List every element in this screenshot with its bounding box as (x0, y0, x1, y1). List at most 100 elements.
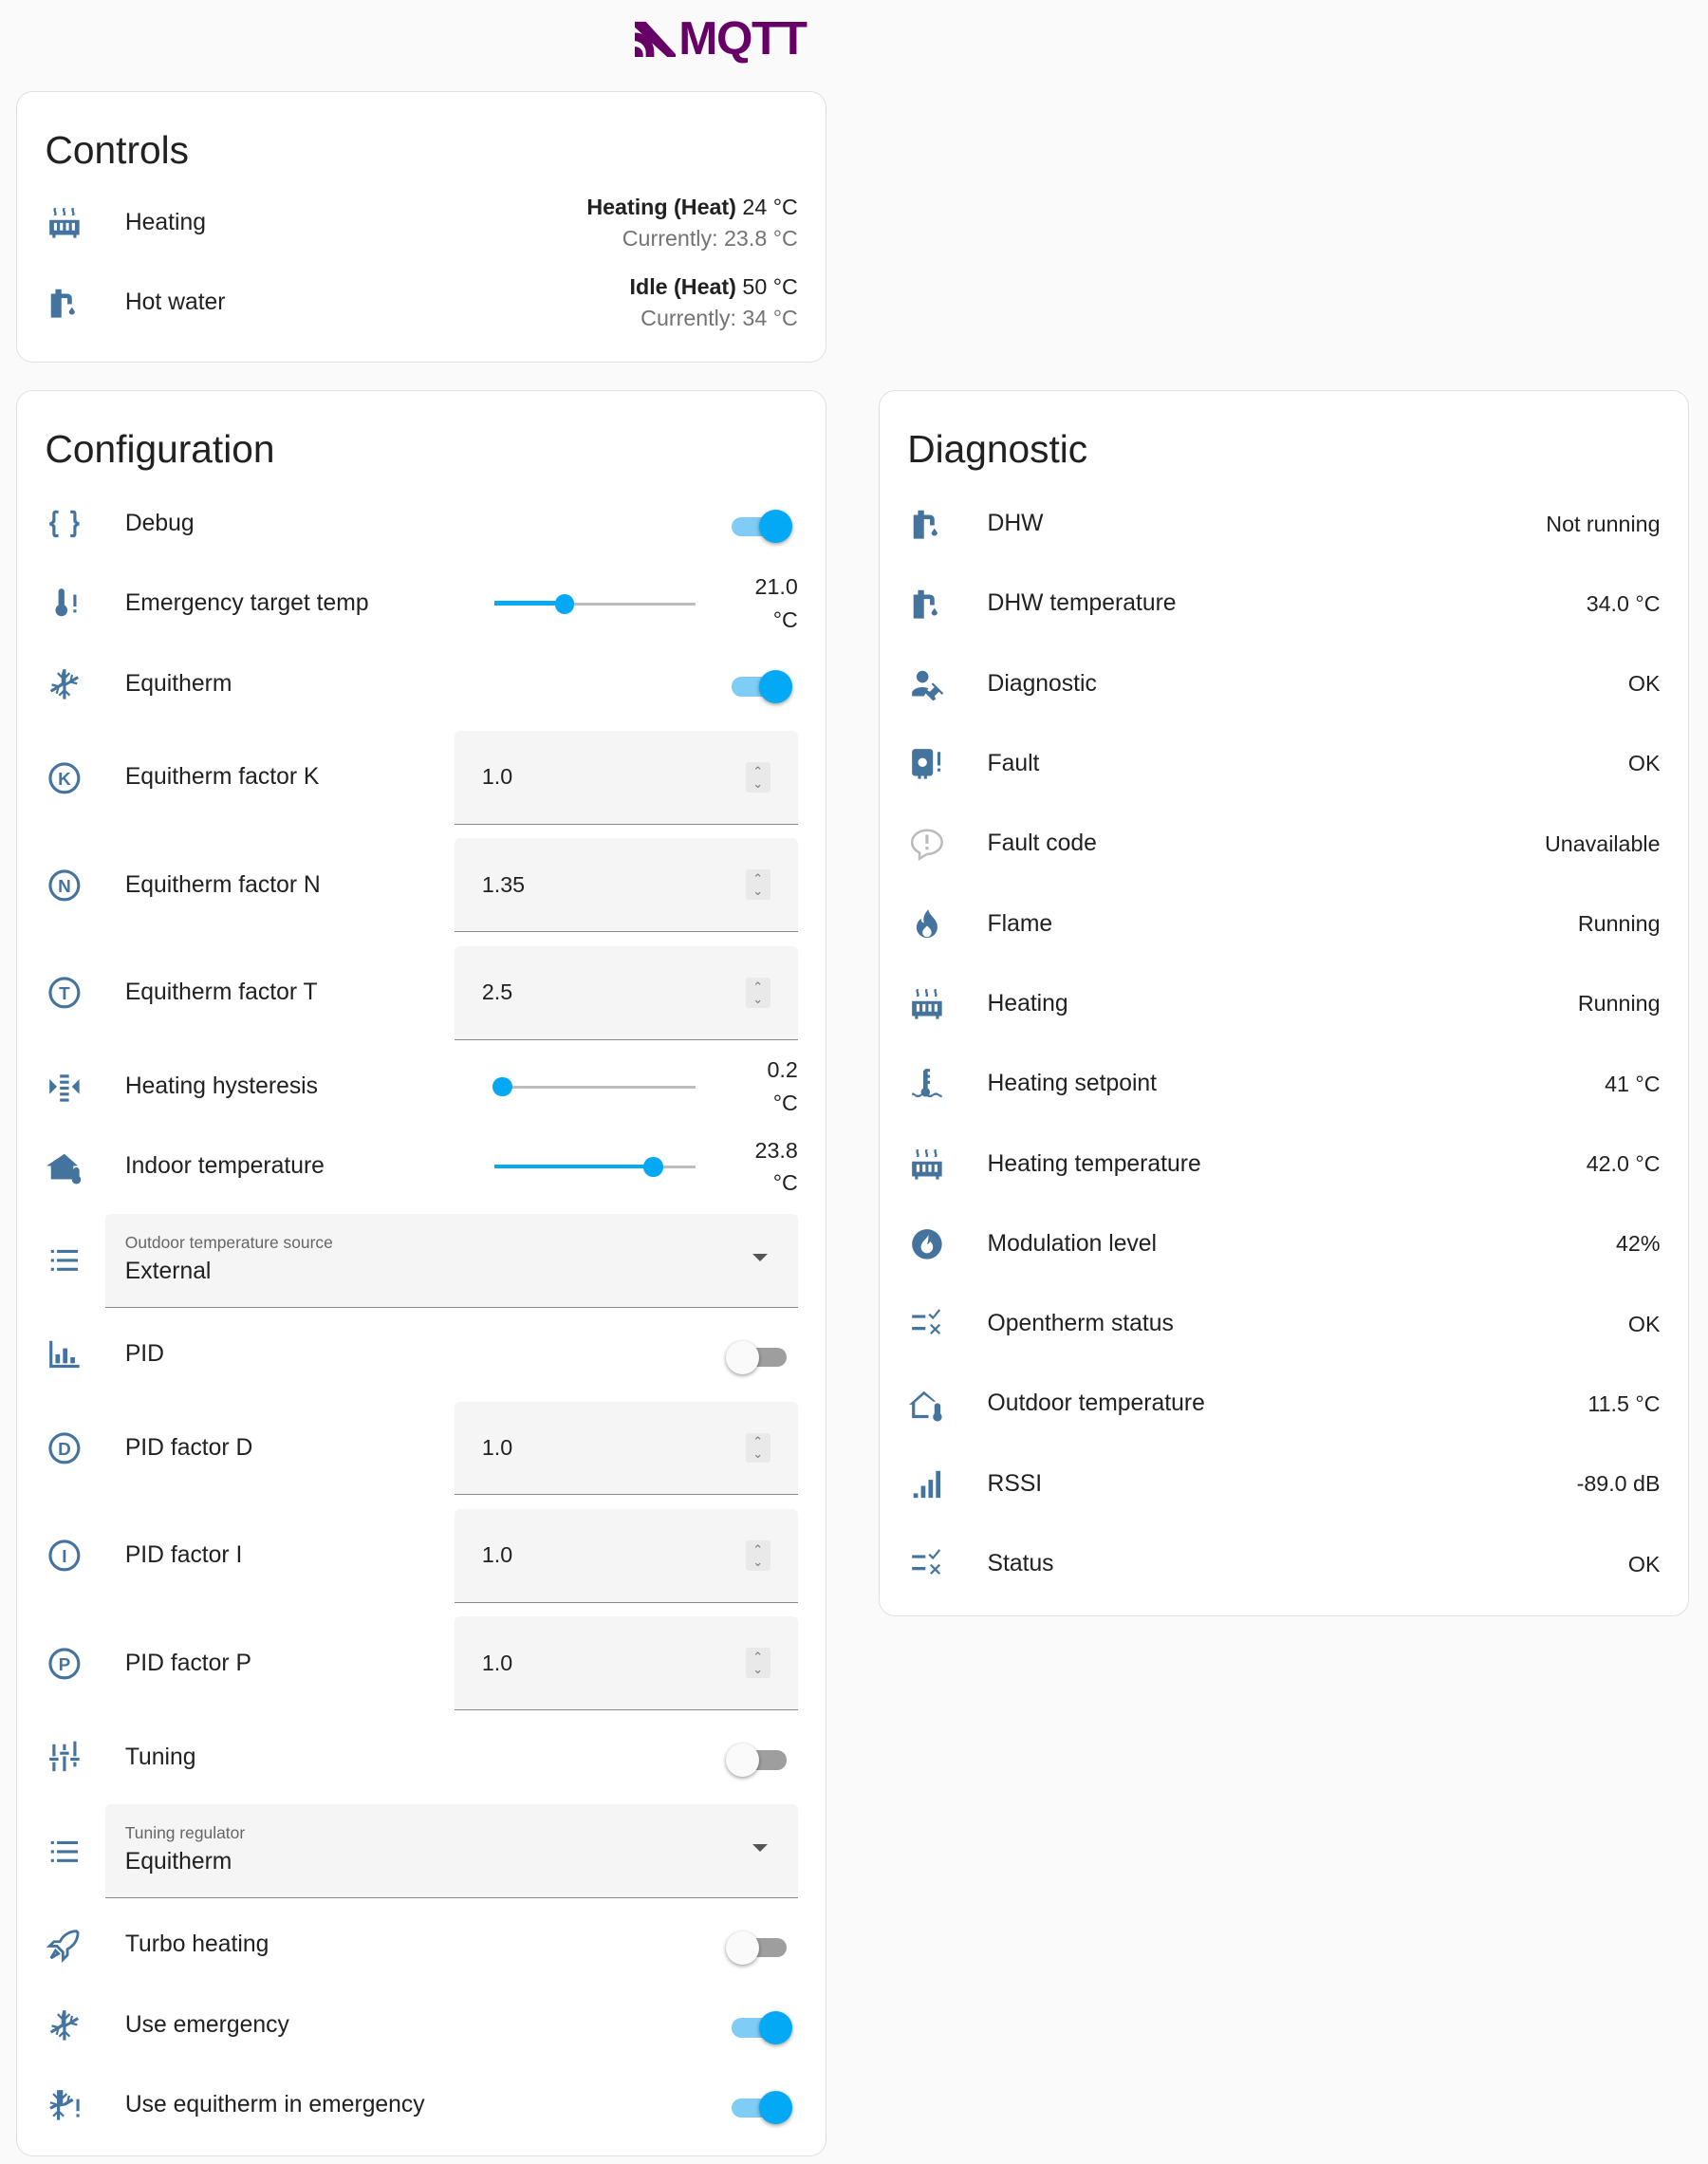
radiator-icon (907, 1145, 946, 1184)
config-name: PID (124, 1341, 164, 1368)
config-row: D PID factor D 1.0 ⌃ ⌄ (17, 1394, 825, 1502)
tune-icon (46, 1738, 84, 1777)
diagnostic-value: -89.0 dB (1576, 1471, 1661, 1497)
number-input[interactable]: 1.0 ⌃ ⌄ (454, 1508, 798, 1603)
diagnostic-row[interactable]: Opentherm status OK (880, 1284, 1687, 1364)
rocket-icon (46, 1926, 84, 1965)
number-value: 1.0 (481, 1434, 513, 1460)
diagnostic-value: OK (1627, 1311, 1661, 1336)
diagnostic-row[interactable]: Flame Running (880, 884, 1687, 963)
number-input[interactable]: 1.0 ⌃ ⌄ (454, 1616, 798, 1711)
number-value: 1.35 (481, 871, 526, 897)
config-row: I PID factor I 1.0 ⌃ ⌄ (17, 1502, 825, 1610)
diagnostic-row[interactable]: DHW Not running (880, 484, 1687, 564)
toggle-knob[interactable] (759, 2011, 792, 2044)
diagnostic-name: Outdoor temperature (987, 1390, 1205, 1417)
diagnostic-value: 42.0 °C (1586, 1151, 1661, 1177)
format-list-icon (46, 1832, 84, 1871)
config-row: Use equitherm in emergency (17, 2065, 825, 2145)
number-value: 1.0 (481, 1542, 513, 1568)
alpha-k-circle-icon: K (46, 758, 84, 797)
toggle-switch[interactable] (726, 1931, 789, 1965)
fire-icon (907, 905, 946, 943)
svg-text:D: D (58, 1440, 71, 1460)
diagnostic-row[interactable]: Outdoor temperature 11.5 °C (880, 1364, 1687, 1444)
toggle-switch[interactable] (729, 670, 792, 703)
control-row[interactable]: Heating Heating (Heat) 24 °C Currently: 23… (17, 183, 825, 263)
toggle-switch[interactable] (726, 1744, 789, 1777)
logo-text: MQTT (678, 11, 808, 65)
alpha-p-circle-icon: P (46, 1644, 84, 1683)
svg-text:K: K (58, 770, 71, 790)
diagnostic-name: Status (987, 1551, 1054, 1577)
select-dropdown[interactable]: Tuning regulator Equitherm (105, 1804, 798, 1898)
toggle-switch[interactable] (726, 1340, 789, 1374)
diagnostic-name: Heating temperature (987, 1150, 1201, 1177)
diagnostic-name: Opentherm status (987, 1311, 1174, 1337)
diagnostic-row[interactable]: DHW temperature 34.0 °C (880, 564, 1687, 644)
water-pump-icon (907, 505, 946, 544)
toggle-knob[interactable] (726, 1340, 760, 1374)
diagnostic-row[interactable]: Diagnostic OK (880, 644, 1687, 723)
diagnostic-row[interactable]: Modulation level 42% (880, 1204, 1687, 1284)
slider[interactable] (493, 590, 696, 618)
select-dropdown[interactable]: Outdoor temperature source External (105, 1213, 798, 1308)
diagnostic-row[interactable]: Heating Running (880, 964, 1687, 1044)
number-input[interactable]: 1.0 ⌃ ⌄ (454, 1401, 798, 1496)
slider[interactable] (492, 1073, 696, 1101)
toggle-switch[interactable] (729, 2011, 792, 2044)
spinner-icon[interactable]: ⌃ ⌄ (745, 762, 770, 793)
diagnostic-name: Fault code (987, 830, 1097, 857)
config-row: Debug (17, 484, 825, 564)
number-input[interactable]: 1.35 ⌃ ⌄ (454, 838, 798, 933)
controls-title: Controls (45, 127, 190, 172)
diagnostic-row[interactable]: RSSI -89.0 dB (880, 1445, 1687, 1524)
toggle-switch[interactable] (729, 510, 792, 544)
toggle-knob[interactable] (759, 2091, 792, 2125)
slider-thumb[interactable] (555, 594, 575, 614)
slider-fill (493, 1164, 654, 1168)
config-name: PID factor D (124, 1434, 253, 1461)
dropdown-arrow-icon (752, 1254, 768, 1261)
select-value: Equitherm (124, 1849, 232, 1875)
slider-thumb[interactable] (643, 1157, 663, 1177)
slider-thumb[interactable] (492, 1076, 512, 1097)
control-state: Idle (Heat) 50 °C Currently: 34 °C (630, 274, 798, 331)
diagnostic-row[interactable]: Heating setpoint 41 °C (880, 1044, 1687, 1124)
number-input[interactable]: 2.5 ⌃ ⌄ (454, 945, 798, 1040)
spinner-icon[interactable]: ⌃ ⌄ (745, 1432, 770, 1464)
control-row[interactable]: Hot water Idle (Heat) 50 °C Currently: 34 … (17, 263, 825, 343)
config-name: Equitherm factor T (124, 979, 318, 1006)
diagnostic-value: OK (1627, 671, 1661, 697)
number-value: 1.0 (481, 764, 513, 790)
list-status-icon (907, 1305, 946, 1344)
spinner-icon[interactable]: ⌃ ⌄ (745, 977, 770, 1008)
diagnostic-row[interactable]: Heating temperature 42.0 °C (880, 1124, 1687, 1203)
toggle-switch[interactable] (729, 2091, 792, 2125)
diagnostic-title: Diagnostic (907, 427, 1088, 472)
select-label: Tuning regulator (124, 1823, 246, 1843)
number-input[interactable]: 1.0 ⌃ ⌄ (454, 731, 798, 825)
toggle-knob[interactable] (726, 1931, 760, 1965)
snowflake-alert-icon (46, 2086, 84, 2125)
slider-fill (493, 601, 566, 606)
spinner-icon[interactable]: ⌃ ⌄ (745, 1648, 770, 1679)
diagnostic-value: 42% (1615, 1231, 1661, 1257)
diagnostic-value: Not running (1546, 511, 1661, 536)
diagnostic-row[interactable]: Status OK (880, 1524, 1687, 1604)
spinner-icon[interactable]: ⌃ ⌄ (745, 1539, 770, 1571)
config-name: Indoor temperature (124, 1153, 325, 1180)
slider-value: 0.2 °C (767, 1057, 798, 1116)
spinner-icon[interactable]: ⌃ ⌄ (745, 869, 770, 901)
alpha-t-circle-icon: T (46, 974, 84, 1013)
toggle-knob[interactable] (759, 670, 792, 703)
diagnostic-row[interactable]: Fault code Unavailable (880, 804, 1687, 884)
slider[interactable] (493, 1153, 696, 1181)
diagnostic-row[interactable]: Fault OK (880, 724, 1687, 804)
diagnostic-value: Running (1577, 991, 1661, 1017)
control-mode: Idle (Heat) (629, 274, 736, 300)
control-target-line: Heating (Heat) 24 °C (586, 195, 798, 220)
toggle-knob[interactable] (759, 510, 792, 544)
toggle-knob[interactable] (726, 1744, 760, 1777)
config-row: Outdoor temperature source External (17, 1207, 825, 1315)
